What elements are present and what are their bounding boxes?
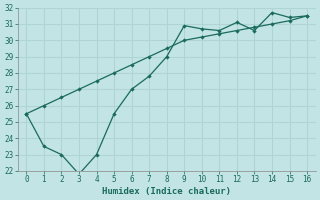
X-axis label: Humidex (Indice chaleur): Humidex (Indice chaleur) xyxy=(102,187,231,196)
